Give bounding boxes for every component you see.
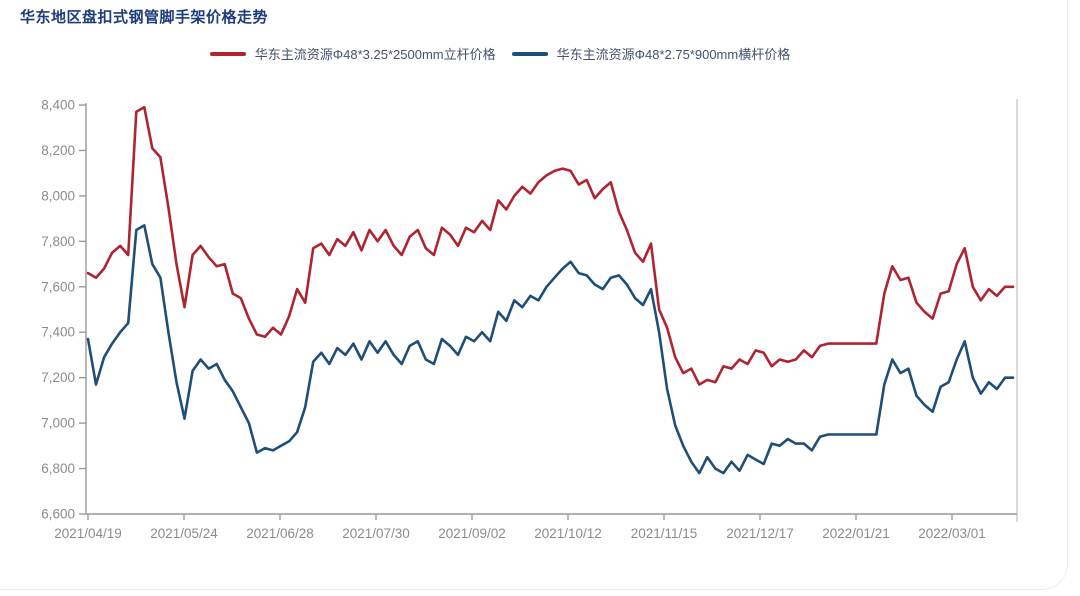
x-tick-label: 2021/10/12 xyxy=(534,526,602,541)
chart-legend: 华东主流资源Φ48*3.25*2500mm立杆价格 华东主流资源Φ48*2.75… xyxy=(0,44,1000,63)
legend-item-crossbar: 华东主流资源Φ48*2.75*900mm横杆价格 xyxy=(511,44,791,63)
y-tick-label: 7,600 xyxy=(41,279,75,294)
page-title: 华东地区盘扣式钢管脚手架价格走势 xyxy=(20,9,269,26)
x-tick-label: 2021/07/30 xyxy=(342,526,410,541)
series-line-crossbar-price xyxy=(86,224,1015,475)
legend-line-icon-red xyxy=(209,51,246,56)
legend-label: 华东主流资源Φ48*3.25*2500mm立杆价格 xyxy=(254,47,496,62)
x-tick-label: 2022/01/21 xyxy=(822,526,890,541)
series-line-pole-price xyxy=(86,106,1015,386)
x-tick-label: 2022/03/01 xyxy=(918,526,986,541)
x-tick-label: 2021/04/19 xyxy=(54,526,122,541)
x-tick-label: 2021/11/15 xyxy=(631,526,698,541)
legend-label: 华东主流资源Φ48*2.75*900mm横杆价格 xyxy=(556,47,791,62)
x-tick-label: 2021/09/02 xyxy=(438,526,506,541)
y-tick-label: 8,200 xyxy=(41,143,75,158)
y-tick-label: 6,600 xyxy=(41,507,75,522)
y-tick-label: 8,400 xyxy=(41,98,75,113)
y-tick-label: 7,000 xyxy=(41,416,75,431)
x-tick-label: 2021/06/28 xyxy=(246,526,314,541)
x-tick-label: 2021/12/17 xyxy=(726,526,794,541)
legend-line-icon-blue xyxy=(511,51,548,56)
y-tick-label: 8,000 xyxy=(41,188,75,203)
x-tick-label: 2021/05/24 xyxy=(150,526,218,541)
y-tick-label: 6,800 xyxy=(41,461,75,476)
y-tick-label: 7,400 xyxy=(41,325,75,340)
y-tick-label: 7,200 xyxy=(41,370,75,385)
legend-item-pole: 华东主流资源Φ48*3.25*2500mm立杆价格 xyxy=(209,44,496,63)
y-tick-label: 7,800 xyxy=(41,234,75,249)
